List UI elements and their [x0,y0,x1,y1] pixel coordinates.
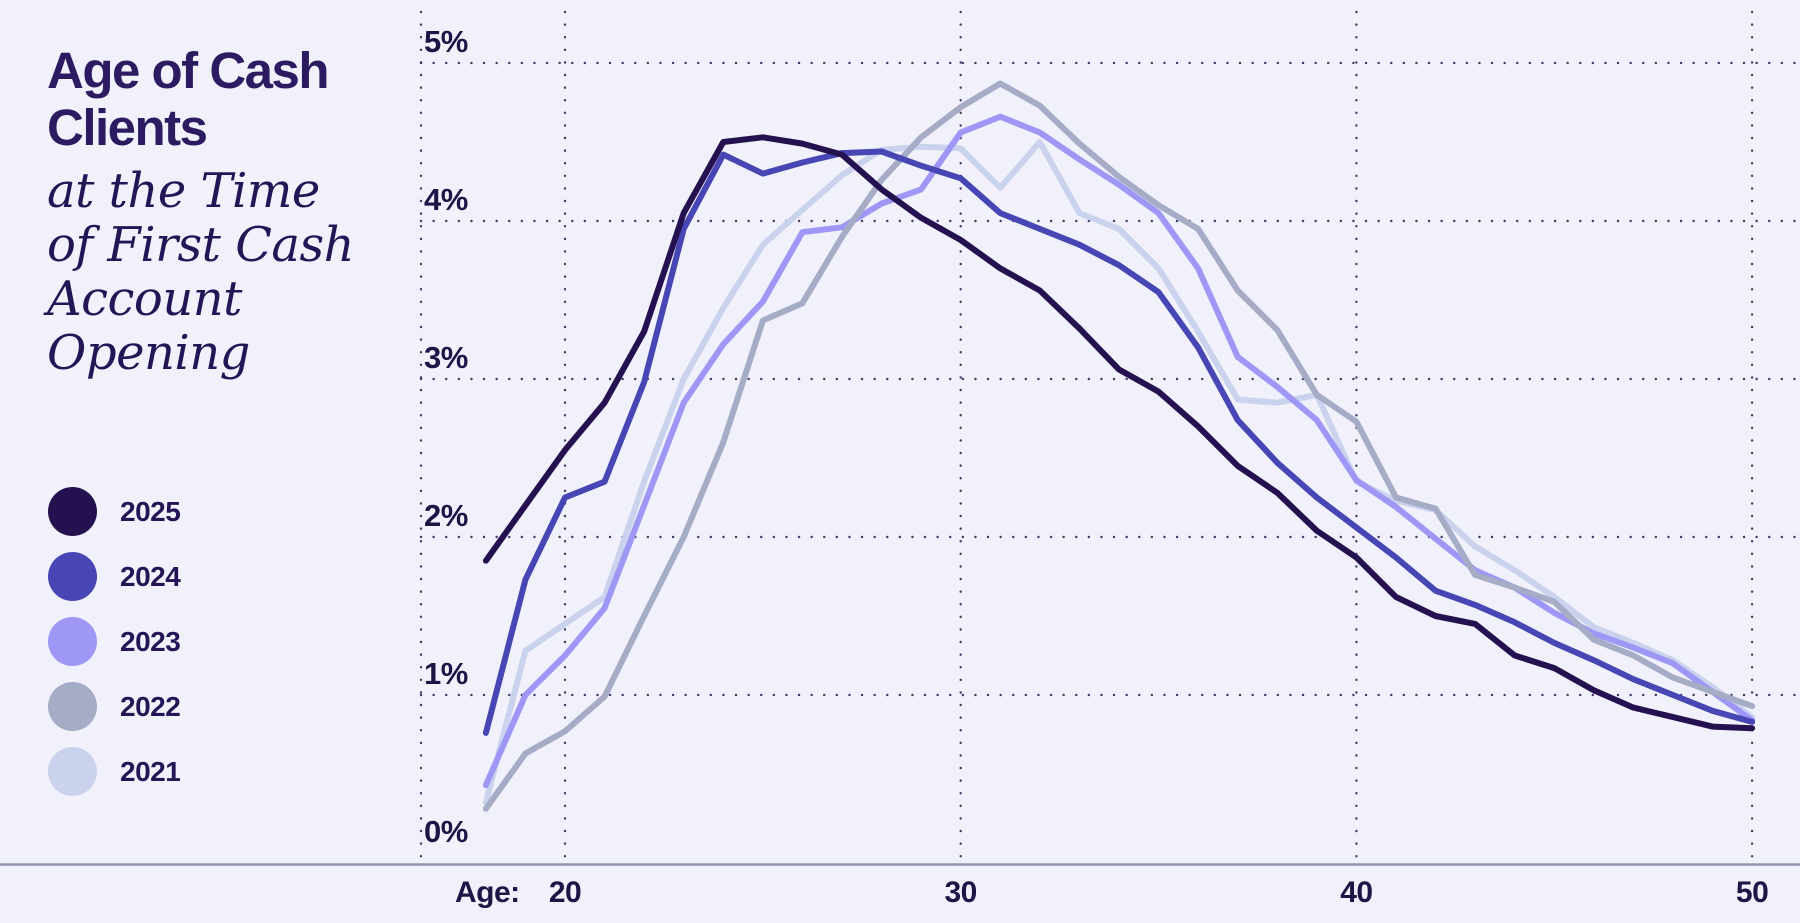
x-tick-30: 30 [945,876,977,909]
legend-dot-2025 [48,487,97,536]
subtitle-line-1: at the Time [47,163,320,219]
legend-item-2024: 2024 [48,552,181,601]
subtitle-line-4: Opening [47,325,250,381]
legend: 2025 2024 2023 2022 2021 [48,487,181,796]
legend-item-2021: 2021 [48,747,181,796]
y-tick-5%: 5% [424,24,468,59]
y-tick-3%: 3% [424,340,468,375]
y-tick-0%: 0% [424,814,468,849]
x-tick-40: 40 [1340,876,1372,909]
series-line-2025 [482,134,1756,732]
x-axis-label: Age: [455,876,520,909]
series-line-2021 [482,139,1756,806]
y-tick-2%: 2% [424,498,468,533]
page-title: Age of Cash Clients at the Time of First… [47,42,355,381]
legend-dot-2021 [48,747,97,796]
legend-label-2024: 2024 [120,560,181,592]
subtitle-line-2: of First Cash [47,217,355,273]
legend-label-2022: 2022 [120,690,181,722]
legend-item-2025: 2025 [48,487,181,536]
series-line-2022 [482,80,1756,812]
legend-label-2023: 2023 [120,625,181,657]
legend-dot-2022 [48,682,97,731]
legend-label-2025: 2025 [120,495,181,527]
legend-dot-2023 [48,617,97,666]
series-line-2023 [482,113,1756,789]
title-line-1: Age of Cash [47,42,330,99]
y-tick-4%: 4% [424,182,468,217]
x-tick-20: 20 [549,876,581,909]
legend-item-2023: 2023 [48,617,181,666]
x-tick-50: 50 [1736,876,1768,909]
legend-label-2021: 2021 [120,755,181,787]
y-tick-1%: 1% [424,656,468,691]
legend-dot-2024 [48,552,97,601]
title-line-2: Clients [47,99,208,156]
subtitle-line-3: Account [47,271,242,327]
legend-item-2022: 2022 [48,682,181,731]
series-line-2024 [482,148,1756,736]
